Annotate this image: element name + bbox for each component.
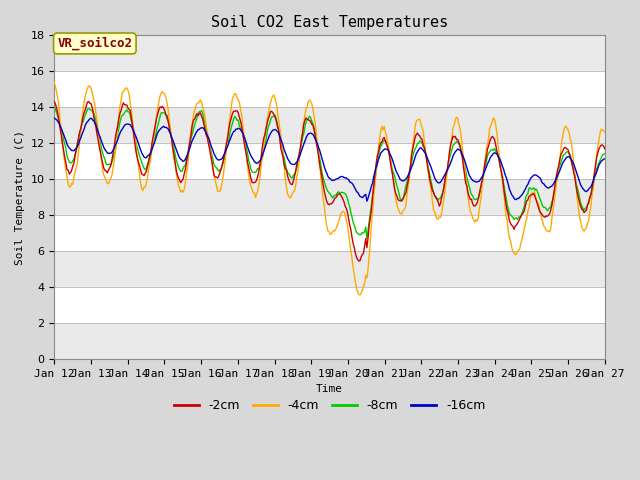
Text: VR_soilco2: VR_soilco2 <box>58 37 132 50</box>
Bar <box>54 323 605 359</box>
Title: Soil CO2 East Temperatures: Soil CO2 East Temperatures <box>211 15 448 30</box>
Bar <box>54 36 605 72</box>
Bar <box>54 251 605 287</box>
Y-axis label: Soil Temperature (C): Soil Temperature (C) <box>15 130 25 264</box>
Legend: -2cm, -4cm, -8cm, -16cm: -2cm, -4cm, -8cm, -16cm <box>169 395 490 418</box>
X-axis label: Time: Time <box>316 384 343 394</box>
Bar <box>54 179 605 215</box>
Bar <box>54 107 605 143</box>
